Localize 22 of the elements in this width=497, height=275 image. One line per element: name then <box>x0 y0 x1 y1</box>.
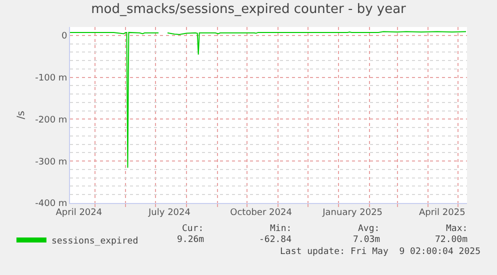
y-tick-label: -400 m <box>35 199 68 210</box>
x-tick-label: April 2024 <box>56 208 102 218</box>
x-tick-label: October 2024 <box>230 208 292 218</box>
text: Last update: Fri May 9 02:00:04 2025 <box>280 247 480 257</box>
text: Avg: <box>358 224 380 234</box>
y-axis-title: /s <box>16 110 28 120</box>
text: -62.84 <box>259 235 292 245</box>
y-tick-label: -300 m <box>35 157 68 168</box>
x-tick-label: April 2025 <box>418 208 466 218</box>
y-tick-label: -100 m <box>35 73 68 84</box>
text: Cur: <box>182 224 204 234</box>
y-tick-label: -200 m <box>35 115 68 126</box>
text: 7.03m <box>353 235 380 245</box>
chart-title: mod_smacks/sessions_expired counter - by year <box>91 2 407 18</box>
text: Min: <box>270 224 292 234</box>
text: 9.26m <box>177 235 204 245</box>
text: 72.00m <box>435 235 468 245</box>
x-tick-label: January 2025 <box>322 208 383 218</box>
x-tick-label: July 2024 <box>148 208 191 218</box>
y-tick-label: 0 <box>61 32 68 42</box>
legend-label: sessions_expired <box>51 236 138 247</box>
text: Max: <box>446 224 468 234</box>
